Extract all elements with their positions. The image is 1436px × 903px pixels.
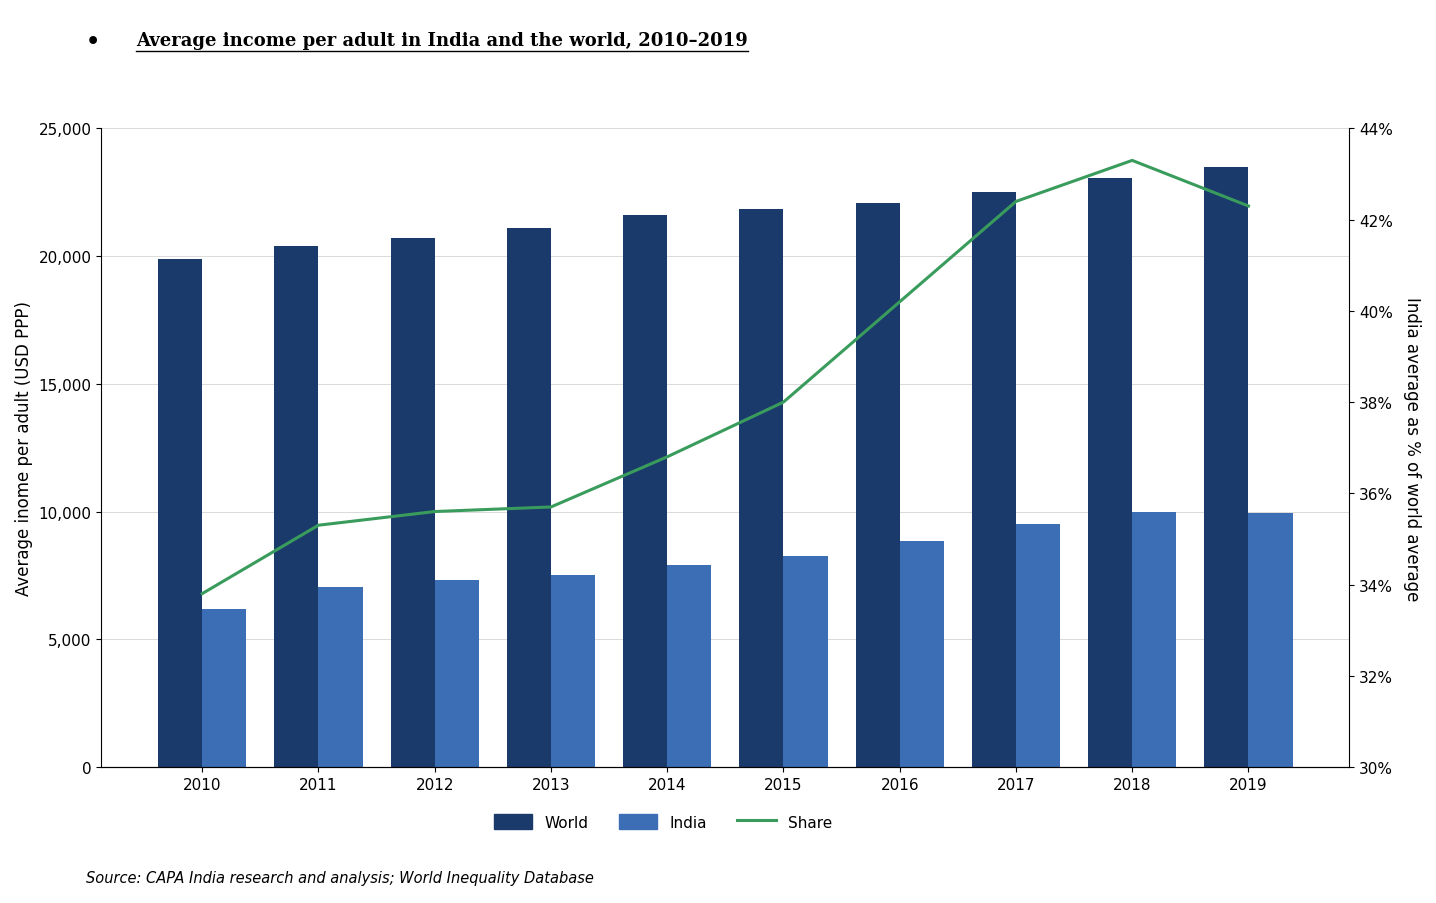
Y-axis label: India average as % of world average: India average as % of world average — [1403, 296, 1422, 600]
Bar — [1132, 512, 1176, 767]
Bar — [391, 239, 435, 767]
Bar — [1015, 525, 1060, 767]
Bar — [551, 576, 595, 767]
Bar — [435, 581, 478, 767]
Bar — [507, 228, 551, 767]
Bar — [740, 209, 784, 767]
Bar — [1248, 513, 1292, 767]
Bar — [668, 565, 711, 767]
Text: Average income per adult in India and the world, 2010–2019: Average income per adult in India and th… — [136, 32, 748, 50]
Bar — [319, 587, 363, 767]
Bar — [784, 556, 827, 767]
Bar — [158, 259, 202, 767]
Bar — [623, 216, 668, 767]
Bar — [972, 193, 1015, 767]
Bar — [274, 247, 319, 767]
Bar — [1205, 168, 1248, 767]
Bar — [1088, 179, 1132, 767]
Legend: World, India, Share: World, India, Share — [488, 808, 839, 836]
Y-axis label: Average inome per adult (USD PPP): Average inome per adult (USD PPP) — [14, 301, 33, 596]
Text: Source: CAPA India research and analysis; World Inequality Database: Source: CAPA India research and analysis… — [86, 870, 595, 885]
Bar — [202, 609, 247, 767]
Text: •: • — [86, 32, 101, 51]
Bar — [856, 203, 900, 767]
Bar — [900, 541, 943, 767]
